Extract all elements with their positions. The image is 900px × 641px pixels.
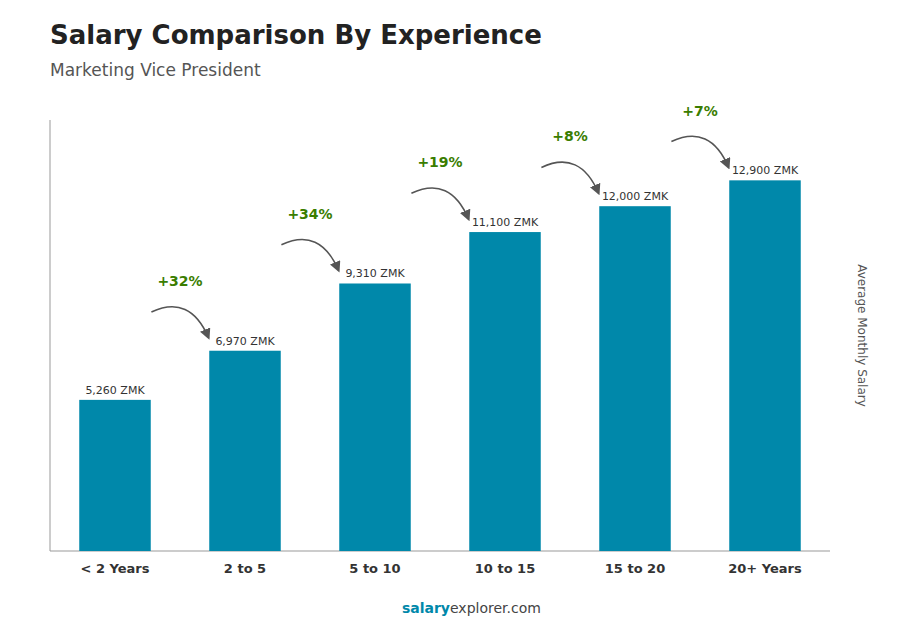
growth-label: +19% (417, 154, 462, 170)
chart: Salary Comparison By Experience Marketing… (0, 0, 900, 641)
growth-label: +8% (552, 128, 588, 144)
growth-arrow (151, 307, 208, 338)
bar (339, 283, 411, 551)
growth-label: +32% (157, 273, 202, 289)
bar (729, 180, 801, 551)
growth-arrow (411, 188, 468, 219)
value-label: 12,000 ZMK (602, 190, 669, 203)
subtitle: Marketing Vice President (50, 60, 261, 80)
y-axis-label: Average Monthly Salary (855, 264, 869, 407)
bar (469, 232, 541, 551)
x-tick-label: 10 to 15 (475, 561, 535, 576)
bar (209, 351, 281, 551)
title: Salary Comparison By Experience (50, 20, 542, 50)
footer-bold: salary (402, 600, 450, 616)
value-label: 11,100 ZMK (472, 216, 539, 229)
growth-label: +34% (287, 206, 332, 222)
x-tick-label: 2 to 5 (224, 561, 266, 576)
value-label: 5,260 ZMK (85, 384, 145, 397)
x-axis-line (50, 551, 830, 552)
plot-area (79, 180, 801, 551)
bar (599, 206, 671, 551)
growth-arrow (671, 136, 728, 167)
x-tick-label: < 2 Years (81, 561, 150, 576)
bar (79, 400, 151, 551)
growth-arrow (281, 239, 338, 270)
x-tick-label: 5 to 10 (349, 561, 400, 576)
y-axis-line (50, 120, 51, 551)
footer-regular: explorer.com (450, 600, 541, 616)
growth-label: +7% (682, 103, 718, 119)
chart-container: Salary Comparison By Experience Marketing… (0, 0, 900, 641)
x-tick-label: 20+ Years (728, 561, 802, 576)
labels: +32% +34% +19% +8% +7% 5,260 ZMK < 2 Years 6,97… (81, 103, 802, 576)
value-label: 9,310 ZMK (345, 267, 405, 280)
value-label: 6,970 ZMK (215, 335, 275, 348)
value-label: 12,900 ZMK (732, 164, 799, 177)
growth-arrow (541, 162, 598, 193)
x-tick-label: 15 to 20 (605, 561, 665, 576)
